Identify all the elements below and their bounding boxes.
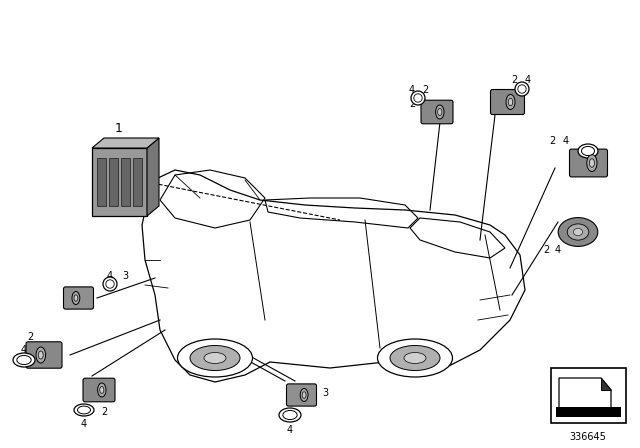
Text: 4: 4 (107, 271, 113, 281)
FancyBboxPatch shape (490, 90, 525, 115)
Ellipse shape (582, 146, 595, 155)
Text: 2: 2 (549, 136, 555, 146)
Text: 336645: 336645 (570, 432, 607, 442)
Ellipse shape (573, 228, 582, 236)
Ellipse shape (518, 85, 526, 93)
Ellipse shape (378, 339, 452, 377)
Polygon shape (92, 138, 159, 148)
Ellipse shape (283, 410, 297, 419)
Ellipse shape (74, 404, 94, 416)
Bar (109, 158, 118, 206)
Ellipse shape (436, 105, 444, 119)
Ellipse shape (190, 345, 240, 370)
Ellipse shape (106, 280, 114, 288)
Ellipse shape (279, 408, 301, 422)
Text: 2: 2 (543, 245, 549, 255)
Text: 2: 2 (101, 407, 107, 417)
Text: 4: 4 (287, 425, 293, 435)
Bar (133, 158, 142, 206)
Ellipse shape (103, 277, 117, 291)
Ellipse shape (300, 388, 308, 401)
Text: 3: 3 (122, 271, 128, 281)
Ellipse shape (72, 292, 80, 305)
Ellipse shape (13, 353, 35, 367)
Ellipse shape (97, 383, 106, 397)
Ellipse shape (36, 347, 45, 363)
FancyBboxPatch shape (83, 378, 115, 402)
Ellipse shape (589, 159, 595, 167)
Ellipse shape (438, 108, 442, 116)
Text: 4: 4 (409, 85, 415, 95)
Text: 4: 4 (81, 419, 87, 429)
Ellipse shape (77, 406, 90, 414)
Ellipse shape (411, 91, 425, 105)
Text: 4: 4 (555, 245, 561, 255)
Ellipse shape (515, 82, 529, 96)
Text: 4: 4 (525, 75, 531, 85)
Bar (92, 148, 147, 216)
Bar (551, 368, 626, 423)
FancyBboxPatch shape (26, 342, 62, 368)
FancyBboxPatch shape (570, 149, 607, 177)
Ellipse shape (390, 345, 440, 370)
Ellipse shape (204, 353, 226, 363)
Ellipse shape (567, 224, 589, 240)
Ellipse shape (74, 295, 78, 301)
FancyBboxPatch shape (421, 100, 453, 124)
Bar (97, 158, 106, 206)
Ellipse shape (302, 392, 306, 398)
Ellipse shape (17, 355, 31, 365)
Text: 2: 2 (27, 332, 33, 342)
Text: 4: 4 (563, 136, 569, 146)
Ellipse shape (508, 98, 513, 106)
Polygon shape (601, 378, 611, 390)
Text: 4: 4 (21, 345, 27, 355)
Ellipse shape (578, 144, 598, 158)
FancyBboxPatch shape (287, 384, 317, 406)
Text: 2: 2 (422, 85, 428, 95)
Ellipse shape (587, 155, 597, 172)
Text: 2: 2 (511, 75, 517, 85)
Text: 2: 2 (409, 99, 415, 109)
Text: 3: 3 (322, 388, 328, 398)
Bar (121, 158, 130, 206)
Ellipse shape (414, 94, 422, 102)
Ellipse shape (558, 218, 598, 246)
Text: 1: 1 (115, 121, 123, 134)
Ellipse shape (506, 95, 515, 109)
Ellipse shape (177, 339, 253, 377)
Ellipse shape (100, 387, 104, 393)
Polygon shape (147, 138, 159, 216)
FancyBboxPatch shape (63, 287, 93, 309)
Ellipse shape (404, 353, 426, 363)
Ellipse shape (38, 351, 43, 359)
Bar (556, 407, 621, 417)
